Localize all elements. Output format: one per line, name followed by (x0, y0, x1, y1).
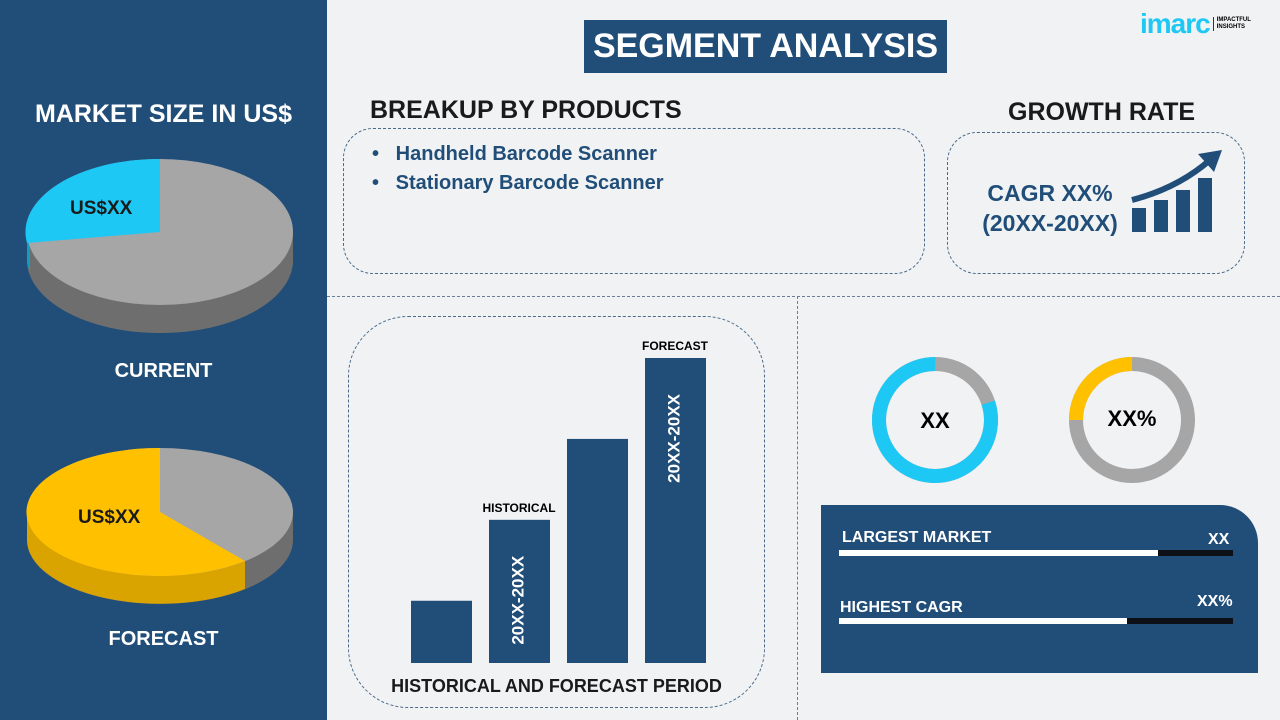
pie-charts (25, 158, 293, 604)
donut-charts (872, 357, 1195, 483)
stat-bar (839, 618, 1233, 624)
cagr-text: CAGR XX% (20XX-20XX) (982, 180, 1118, 236)
products-list: • Handheld Barcode Scanner • Stationary … (372, 140, 664, 198)
stat-bar (839, 550, 1233, 556)
list-item: • Stationary Barcode Scanner (372, 172, 664, 194)
current-label: CURRENT (114, 360, 213, 382)
bar (489, 519, 550, 663)
forecast-label: FORECAST (108, 628, 219, 650)
stat-bar-fill (839, 550, 1159, 556)
market-size-heading: MARKET SIZE IN US$ (35, 100, 292, 128)
stat-value: XX% (1197, 593, 1233, 610)
period-label: 20XX-20XX (508, 555, 527, 644)
divider (797, 296, 798, 720)
current-slice (25, 158, 160, 243)
stats-panel (821, 505, 1258, 673)
bar-chart: 20XX-20XX HISTORICAL 20XX-20XX FORECAST (411, 339, 709, 663)
current-pie (25, 158, 293, 333)
stat-value: XX (1208, 531, 1230, 548)
stat-bar-fill (839, 618, 1127, 624)
list-item: • Handheld Barcode Scanner (372, 143, 657, 165)
donut-value: XX% (1107, 406, 1157, 431)
bar-annotation: FORECAST (642, 339, 709, 353)
period-label: 20XX-20XX (664, 393, 683, 482)
growth-heading: GROWTH RATE (1008, 98, 1196, 126)
current-value: US$XX (70, 198, 133, 219)
page-title: SEGMENT ANALYSIS (584, 20, 947, 73)
products-heading: BREAKUP BY PRODUCTS (370, 96, 682, 124)
bar (645, 358, 706, 663)
bar (567, 438, 628, 663)
forecast-value: US$XX (78, 507, 141, 528)
logo-text: imarc (1140, 8, 1211, 39)
bar-chart-box (348, 316, 765, 708)
divider (327, 296, 1280, 297)
products-box (343, 128, 925, 274)
growth-box (947, 132, 1245, 274)
stat-label: LARGEST MARKET (842, 529, 992, 546)
donut-value: XX (920, 408, 950, 433)
logo-tagline: IMPACTFUL INSIGHTS (1212, 17, 1255, 31)
forecast-pie (26, 447, 293, 604)
x-axis-label: HISTORICAL AND FORECAST PERIOD (391, 676, 722, 696)
imarc-logo: imarc IMPACTFUL INSIGHTS (1140, 8, 1255, 40)
donut-segment (1069, 357, 1195, 483)
bar (411, 600, 472, 663)
forecast-slice (26, 447, 246, 576)
growth-chart-icon (1131, 150, 1222, 232)
stat-label: HIGHEST CAGR (840, 599, 963, 616)
bar-annotation: HISTORICAL (482, 501, 555, 515)
